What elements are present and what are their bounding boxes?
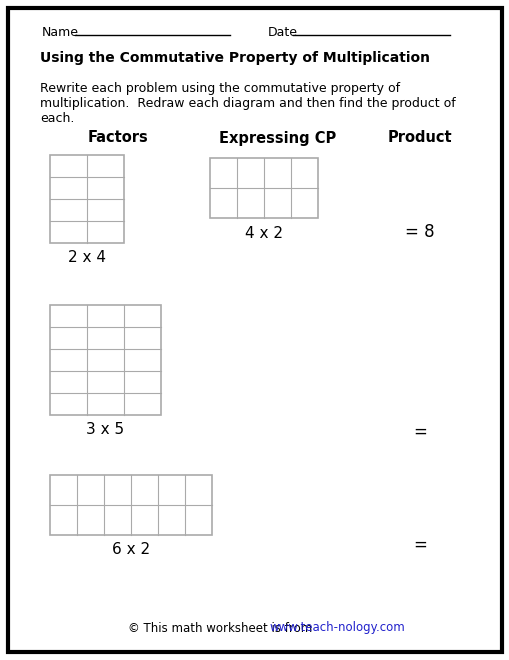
Text: Product: Product: [387, 131, 451, 145]
Text: 4 x 2: 4 x 2: [244, 226, 282, 240]
Text: 6 x 2: 6 x 2: [111, 543, 150, 558]
Bar: [210, 158, 318, 218]
Text: 3 x 5: 3 x 5: [86, 422, 124, 438]
Text: Date: Date: [267, 26, 297, 38]
Bar: [50, 155, 124, 243]
Text: Name: Name: [42, 26, 79, 38]
Text: =: =: [412, 423, 426, 441]
Text: Expressing CP: Expressing CP: [219, 131, 336, 145]
Text: =: =: [412, 536, 426, 554]
Text: www.teach-nology.com: www.teach-nology.com: [269, 622, 405, 634]
Text: Using the Commutative Property of Multiplication: Using the Commutative Property of Multip…: [40, 51, 429, 65]
Text: © This math worksheet is from: © This math worksheet is from: [128, 622, 316, 634]
Text: Rewrite each problem using the commutative property of: Rewrite each problem using the commutati…: [40, 82, 400, 95]
Text: Factors: Factors: [88, 131, 148, 145]
Bar: [50, 305, 161, 415]
Text: each.: each.: [40, 112, 74, 125]
Text: = 8: = 8: [404, 223, 434, 241]
Text: 2 x 4: 2 x 4: [68, 251, 106, 265]
Bar: [50, 475, 212, 535]
Text: multiplication.  Redraw each diagram and then find the product of: multiplication. Redraw each diagram and …: [40, 97, 455, 110]
